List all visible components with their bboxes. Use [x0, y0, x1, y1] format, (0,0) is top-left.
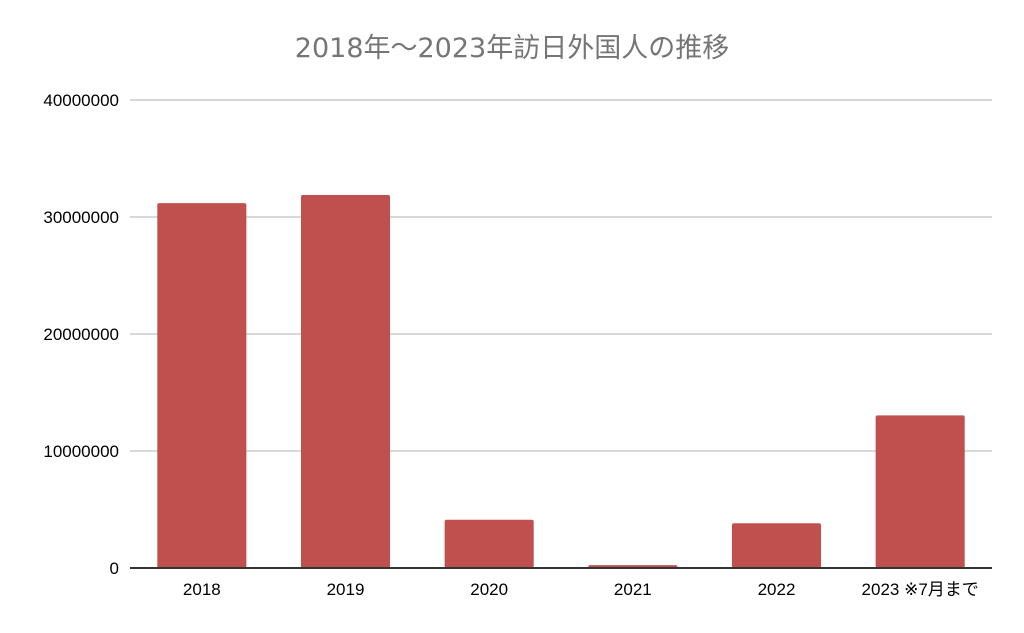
gridlines: [130, 99, 992, 452]
x-tick-label: 2021: [614, 580, 652, 599]
chart-title: 2018年～2023年訪日外国人の推移: [295, 33, 729, 64]
y-axis-ticks: 0 10000000 20000000 30000000 40000000: [43, 91, 119, 578]
x-tick-label: 2018: [183, 580, 221, 599]
x-tick-label: 2019: [327, 580, 365, 599]
bar-2020: [444, 519, 534, 568]
x-tick-label: 2023 ※7月まで: [862, 580, 979, 599]
y-tick-label: 40000000: [43, 91, 119, 110]
y-tick-label: 30000000: [43, 208, 119, 227]
x-axis-ticks: 2018 2019 2020 2021 2022 2023 ※7月まで: [183, 580, 979, 599]
bars: [157, 195, 965, 568]
y-tick-label: 0: [110, 559, 119, 578]
y-tick-label: 10000000: [43, 442, 119, 461]
bar-2019: [300, 195, 391, 568]
x-tick-label: 2022: [758, 580, 796, 599]
bar-2018: [157, 203, 247, 568]
x-tick-label: 2020: [470, 580, 508, 599]
y-tick-label: 20000000: [43, 325, 119, 344]
bar-2023: [875, 415, 965, 568]
bar-2022: [731, 523, 822, 568]
